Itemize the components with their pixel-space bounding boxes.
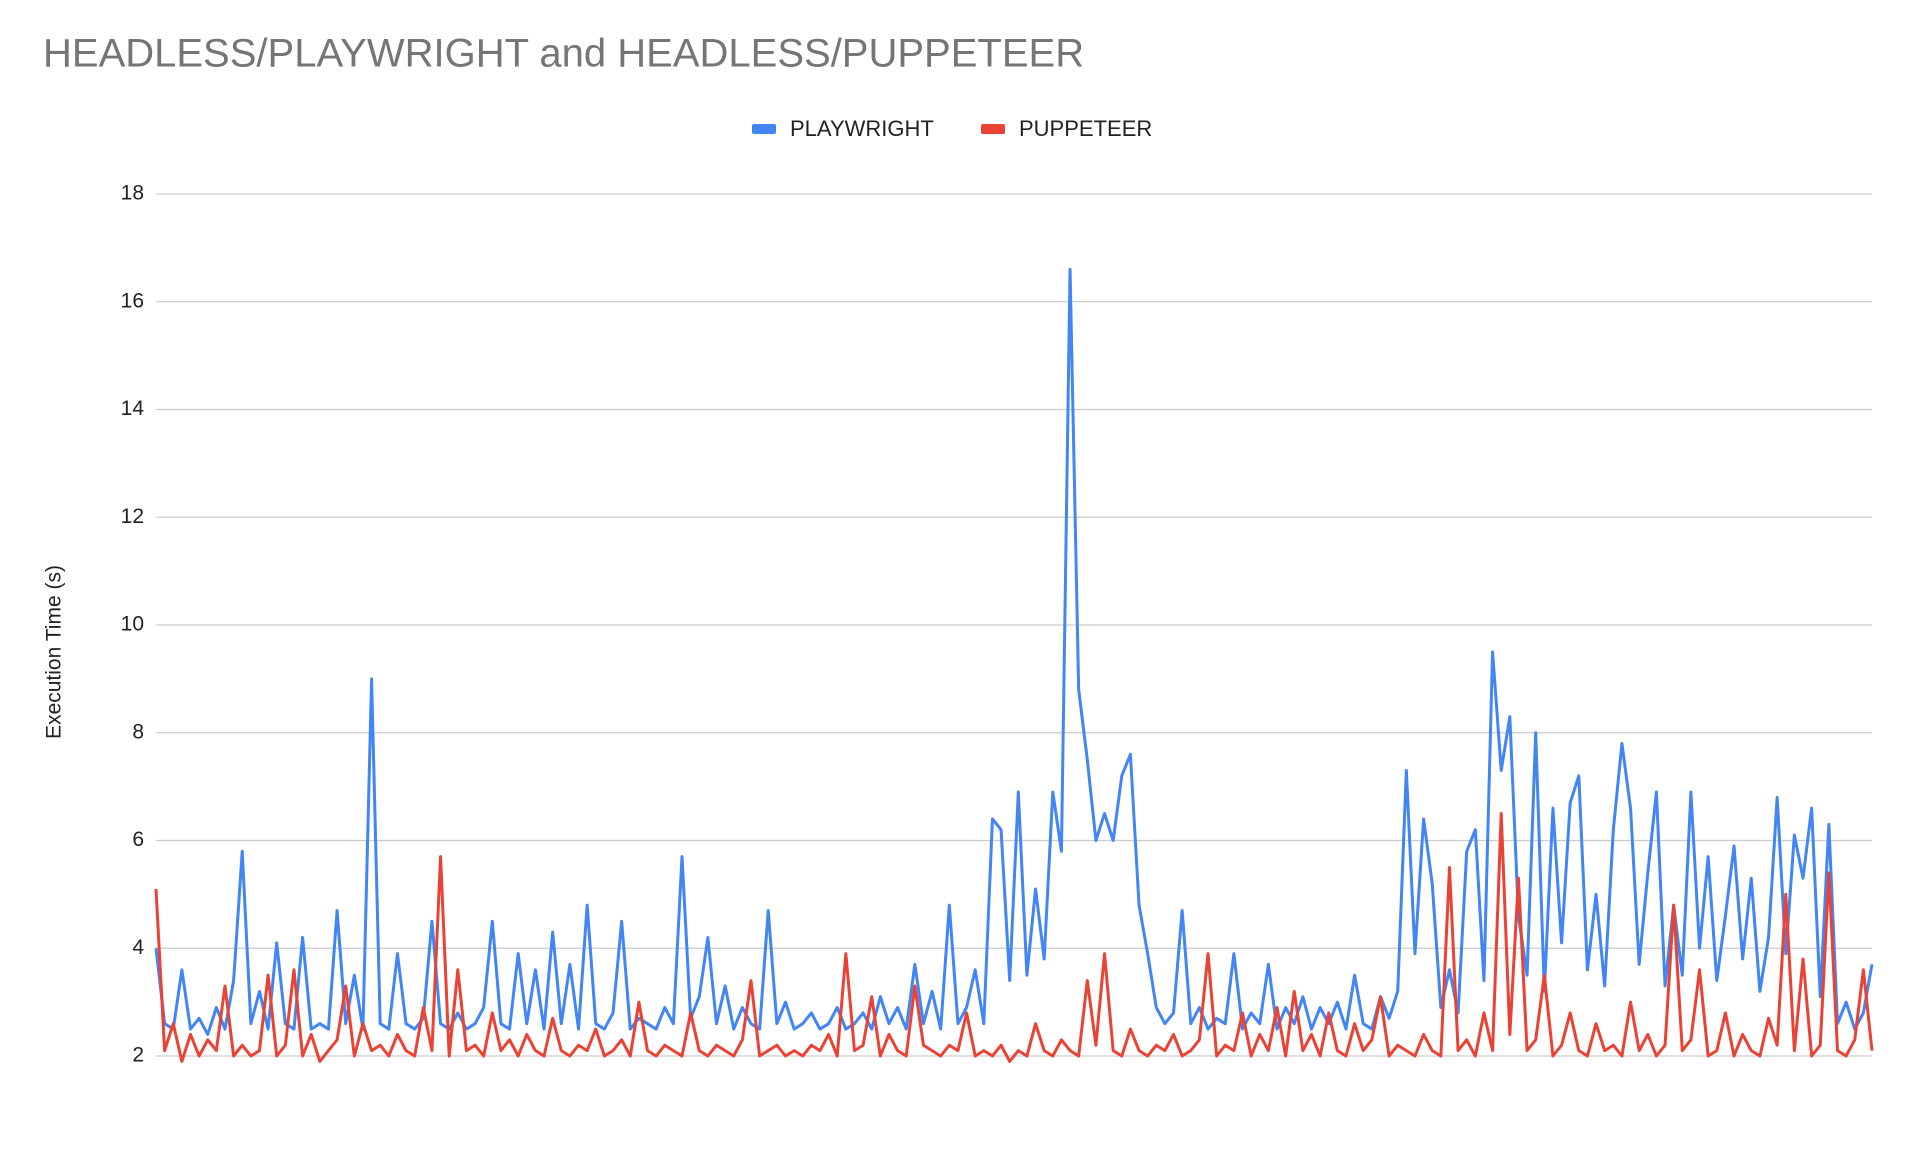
y-axis-label: Execution Time (s) xyxy=(43,565,66,739)
line-series xyxy=(154,267,1874,1036)
chart-title: HEADLESS/PLAYWRIGHT and HEADLESS/PUPPETE… xyxy=(43,32,1084,76)
legend-swatch xyxy=(981,124,1005,134)
y-tick-label: 4 xyxy=(132,936,144,959)
y-tick-label: 18 xyxy=(121,182,144,205)
y-tick-label: 16 xyxy=(121,289,144,312)
y-tick-label: 12 xyxy=(121,505,144,528)
y-tick-label: 14 xyxy=(121,397,145,420)
y-tick-label: 10 xyxy=(121,613,144,636)
y-tick-label: 6 xyxy=(132,828,144,851)
y-tick-label: 8 xyxy=(132,720,144,743)
y-tick-label: 2 xyxy=(132,1044,144,1067)
legend-label: PUPPETEER xyxy=(1019,116,1152,141)
legend-swatch xyxy=(752,124,776,134)
line-series xyxy=(154,812,1874,1063)
legend-label: PLAYWRIGHT xyxy=(790,116,934,141)
